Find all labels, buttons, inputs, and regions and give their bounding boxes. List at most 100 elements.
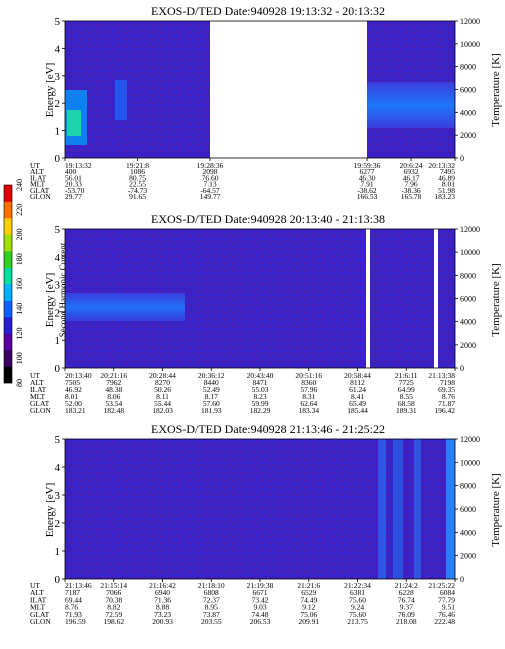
ephemeris-value: 20:28:44 xyxy=(149,371,176,380)
ephemeris-value: 206.53 xyxy=(250,617,271,626)
ephemeris-value: 203.55 xyxy=(201,617,222,626)
ephemeris-value: 6228 xyxy=(399,588,414,597)
ephemeris-row-label: ALT xyxy=(30,378,44,387)
ephemeris-value: -38.36 xyxy=(401,186,421,195)
ephemeris-row-label: ALT xyxy=(30,588,44,597)
ephemeris-value: 56.01 xyxy=(65,173,82,182)
panel-2-gap-2 xyxy=(434,229,438,368)
y-tick-label: 4 xyxy=(55,252,61,264)
ephemeris-row-label: GLAT xyxy=(30,399,50,408)
colorbar-cell xyxy=(4,251,12,268)
ephemeris-value: 6808 xyxy=(204,588,219,597)
ephemeris-value: 6084 xyxy=(440,588,455,597)
ephemeris-value: 73.87 xyxy=(203,610,220,619)
y2-tick-label: 2000 xyxy=(460,341,476,350)
colorbar-tick-label: 160 xyxy=(15,278,24,290)
y2-tick-label: 12000 xyxy=(460,435,480,444)
y-tick-label: 3 xyxy=(55,490,61,502)
panel-1-y2-axis: 0 2000 4000 6000 8000 10000 12000 xyxy=(455,17,480,163)
ephemeris-value: 9.03 xyxy=(253,603,266,612)
colorbar-cell xyxy=(4,284,12,301)
ephemeris-value: 21:13:46 xyxy=(65,581,92,590)
colorbar-tick-label: 220 xyxy=(15,204,24,216)
ephemeris-row-label: UT xyxy=(30,371,40,380)
colorbar-tick-label: 100 xyxy=(15,352,24,364)
ephemeris-value: 400 xyxy=(65,167,77,176)
y-tick-label: 1 xyxy=(55,335,61,347)
colorbar-tick-label: 200 xyxy=(15,229,24,241)
panel-3-plot xyxy=(64,438,456,580)
colorbar-cell xyxy=(4,218,12,235)
ephemeris-value: 183.21 xyxy=(65,406,86,415)
ephemeris-value: 166.53 xyxy=(357,192,378,201)
ephemeris-value: 21:22:34 xyxy=(344,581,371,590)
ephemeris-value: 64.99 xyxy=(398,385,415,394)
panel-2-y2label: Temperature [K] xyxy=(490,263,502,336)
y2-tick-label: 12000 xyxy=(460,17,480,26)
panel-3-stripe-1 xyxy=(378,439,386,579)
ephemeris-value: 7725 xyxy=(399,378,414,387)
ephemeris-value: 8.06 xyxy=(107,392,120,401)
ephemeris-row-label: GLAT xyxy=(30,186,50,195)
y2-tick-label: 10000 xyxy=(460,248,480,257)
ephemeris-value: 76.46 xyxy=(438,610,455,619)
ephemeris-value: 46.17 xyxy=(403,173,420,182)
y2-tick-label: 4000 xyxy=(460,318,476,327)
ephemeris-value: 8.23 xyxy=(253,392,266,401)
y-tick-label: 1 xyxy=(55,546,61,558)
ephemeris-value: 46.92 xyxy=(65,385,82,394)
colorbar-cell xyxy=(4,234,12,252)
panel-1-segment-a-core xyxy=(67,110,81,136)
panel-2-ylabel: Energy [eV] xyxy=(44,273,56,327)
y-tick-label: 5 xyxy=(55,224,61,236)
panel-2: EXOS-D/TED Date:940928 20:13:40 - 21:13:… xyxy=(30,212,502,415)
ephemeris-value: 21:18:10 xyxy=(198,581,225,590)
ephemeris-value: 8.76 xyxy=(442,392,455,401)
panel-3-stripe-2 xyxy=(393,439,403,579)
y2-tick-label: 10000 xyxy=(460,458,480,467)
panel-2-gap-1 xyxy=(366,229,370,368)
ephemeris-value: 29.77 xyxy=(65,192,82,201)
ephemeris-value: 21:21:6 xyxy=(297,581,320,590)
ephemeris-value: 200.93 xyxy=(152,617,173,626)
ephemeris-value: 71.36 xyxy=(154,595,171,604)
ephemeris-value: 7187 xyxy=(65,588,80,597)
ephemeris-value: 7.96 xyxy=(404,180,417,189)
ephemeris-value: 7505 xyxy=(65,378,80,387)
ephemeris-value: 209.91 xyxy=(298,617,319,626)
y2-tick-label: 8000 xyxy=(460,63,476,72)
panel-1-y-axis: 0 1 2 3 4 5 xyxy=(55,16,65,165)
ephemeris-value: -38.62 xyxy=(357,186,377,195)
ephemeris-value: 62.64 xyxy=(300,399,317,408)
ephemeris-row-label: MLT xyxy=(30,180,46,189)
ephemeris-value: 20:36:12 xyxy=(198,371,225,380)
y-tick-label: 4 xyxy=(55,43,61,55)
ephemeris-row-label: MLT xyxy=(30,392,46,401)
ephemeris-value: 73.42 xyxy=(252,595,269,604)
ephemeris-value: 8.76 xyxy=(65,603,78,612)
ephemeris-value: 46.89 xyxy=(438,173,455,182)
ephemeris-value: 20:13:40 xyxy=(65,371,92,380)
colorbar-cell xyxy=(4,366,12,384)
colorbar-cell xyxy=(4,317,12,334)
panel-3-title: EXOS-D/TED Date:940928 21:13:46 - 21:25:… xyxy=(151,422,385,436)
panel-3-stripe-4 xyxy=(446,439,455,579)
panel-3-background xyxy=(65,439,455,579)
y2-tick-label: 2000 xyxy=(460,131,476,140)
ephemeris-value: 61.24 xyxy=(349,385,366,394)
ephemeris-value: 9.51 xyxy=(442,603,455,612)
ephemeris-value: 74.48 xyxy=(252,610,269,619)
ephemeris-value: 51.98 xyxy=(438,186,455,195)
panel-2-title: EXOS-D/TED Date:940928 20:13:40 - 21:13:… xyxy=(151,212,385,226)
panel-1-segment-b-band xyxy=(367,82,455,128)
ephemeris-value: 7.91 xyxy=(360,180,373,189)
ephemeris-value: -64.57 xyxy=(200,186,220,195)
ephemeris-value: 8112 xyxy=(350,378,365,387)
panel-2-y-axis: 0 1 2 3 4 5 xyxy=(55,224,65,375)
colorbar-cell xyxy=(4,350,12,367)
ephemeris-value: 6940 xyxy=(155,588,170,597)
y-tick-label: 2 xyxy=(55,518,61,530)
ephemeris-value: 7198 xyxy=(440,378,455,387)
ephemeris-value: 182.03 xyxy=(152,406,173,415)
